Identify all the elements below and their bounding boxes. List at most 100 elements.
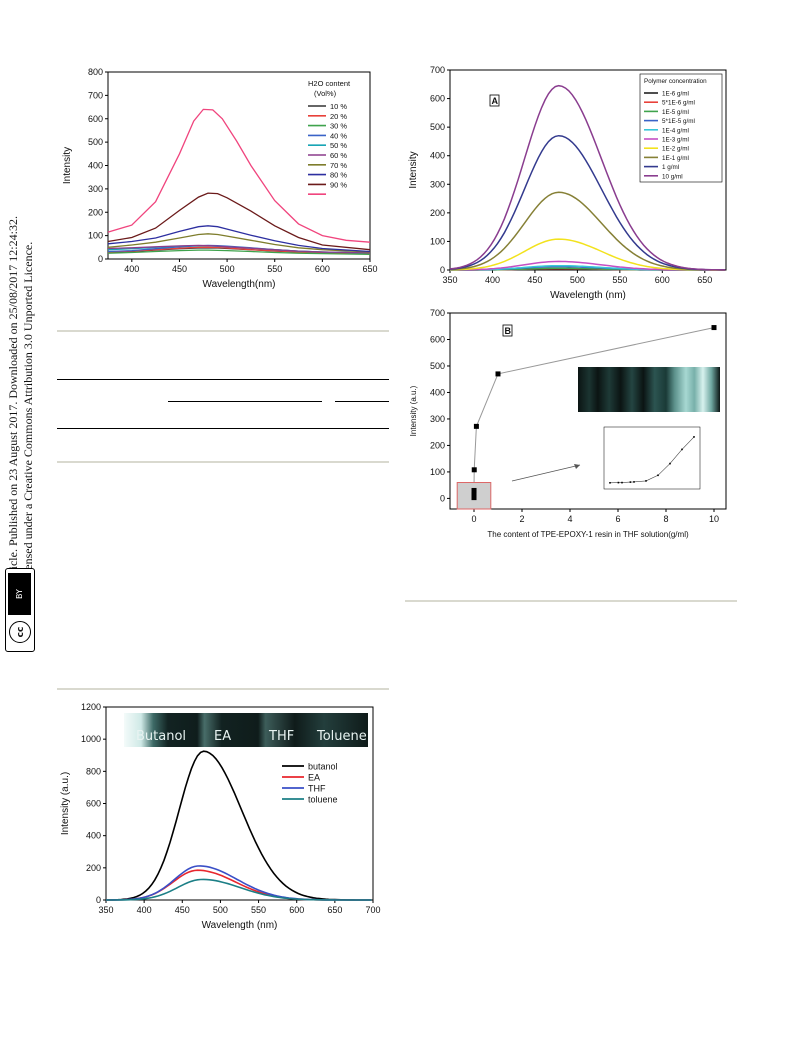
legend-title: H2O content xyxy=(308,79,351,88)
x-tick-label: 650 xyxy=(697,275,712,285)
y-tick-label: 300 xyxy=(430,179,445,189)
chart-polymer-concentration-svg: 350 400 450 500 550 600 650 0 100 200 300 400 500 600… xyxy=(408,65,727,301)
data-point-6 xyxy=(471,467,477,473)
vial-photo xyxy=(578,367,720,412)
legend-entry-6: 1E-2 g/ml xyxy=(662,146,689,153)
chart-content-intensity: 0 2 4 6 8 10 0 100 200 300 400 500 600 700 The content… xyxy=(408,305,738,550)
y-tick-label: 200 xyxy=(86,863,101,873)
y-tick-label: 1200 xyxy=(81,702,101,712)
y-tick-label: 500 xyxy=(88,137,103,147)
chart-water-fraction: 400 450 500 550 600 650 0 100 200 300 400 500 600 700… xyxy=(60,62,380,297)
divider-top xyxy=(57,330,389,332)
y-tick-label: 400 xyxy=(86,831,101,841)
y-tick-label: 800 xyxy=(86,766,101,776)
legend-title: Polymer concentration xyxy=(644,78,707,85)
y-tick-label: 300 xyxy=(88,184,103,194)
series-line-2 xyxy=(107,249,371,255)
inset-line xyxy=(609,436,695,484)
x-tick-label: 8 xyxy=(663,514,668,524)
inset-point-8 xyxy=(681,448,683,451)
x-tick-label: 500 xyxy=(213,905,228,915)
y-tick-label: 600 xyxy=(86,799,101,809)
legend-entry-6: 70 % xyxy=(330,161,347,170)
legend-entry-5: 1E-3 g/ml xyxy=(662,137,689,144)
photo-label-thf: THF xyxy=(269,729,295,744)
chart-water-fraction-svg: 400 450 500 550 600 650 0 100 200 300 400 500 600 700… xyxy=(62,67,378,290)
table-header-rule xyxy=(57,428,389,429)
cc-license-badge[interactable]: BY cc xyxy=(5,568,35,652)
inset-point-2 xyxy=(621,481,623,484)
x-tick-label: 700 xyxy=(365,905,380,915)
y-tick-label: 500 xyxy=(430,122,445,132)
y-tick-label: 400 xyxy=(88,161,103,171)
inset-point-1 xyxy=(617,481,620,484)
series-line-8 xyxy=(107,192,371,251)
x-tick-label: 550 xyxy=(612,275,627,285)
solvent-photo: Butanol EA THF Toluene xyxy=(124,713,368,747)
inset-point-3 xyxy=(629,481,632,483)
y-tick-label: 700 xyxy=(430,65,445,75)
x-tick-label: 600 xyxy=(655,275,670,285)
series-line-8 xyxy=(449,134,726,271)
chart-solvents: 350 400 450 500 550 600 650 700 0 200 400 600 800 100… xyxy=(60,700,385,940)
x-tick-label: 400 xyxy=(485,275,500,285)
legend-entry-3: 5*1E-5 g/ml xyxy=(662,118,695,125)
panel-label: A xyxy=(492,96,499,106)
x-tick-label: 6 xyxy=(615,514,620,524)
x-tick-label: 350 xyxy=(442,275,457,285)
legend-entry-0: 1E-6 g/ml xyxy=(662,91,689,98)
series-line-9 xyxy=(449,84,726,271)
legend-entry-4: 50 % xyxy=(330,141,347,150)
y-tick-label: 700 xyxy=(88,90,103,100)
inset-point-0 xyxy=(609,482,611,484)
legend-box xyxy=(639,73,723,183)
x-tick-label: 550 xyxy=(251,905,266,915)
chart-solvents-svg: 350 400 450 500 550 600 650 700 0 200 400 600 800 100… xyxy=(60,702,381,931)
divider-table-bottom xyxy=(57,461,389,463)
y-tick-label: 100 xyxy=(88,231,103,241)
panel-label-box xyxy=(502,324,513,337)
x-tick-label: 600 xyxy=(289,905,304,915)
inset-point-4 xyxy=(633,481,635,483)
inset-arrowhead xyxy=(574,464,580,469)
y-tick-label: 1000 xyxy=(81,734,101,744)
cc-icon: cc xyxy=(9,621,31,643)
x-tick-label: 10 xyxy=(709,514,719,524)
y-axis-label: Intensity (a.u.) xyxy=(409,385,418,436)
y-tick-label: 600 xyxy=(430,334,445,344)
inset-point-6 xyxy=(657,474,659,477)
panel-label-box xyxy=(489,94,500,107)
x-tick-label: 600 xyxy=(315,264,330,274)
x-tick-label: 650 xyxy=(362,264,377,274)
panel-label: B xyxy=(505,326,512,336)
y-tick-label: 0 xyxy=(96,895,101,905)
series-line-7 xyxy=(449,191,726,271)
x-tick-label: 450 xyxy=(175,905,190,915)
x-tick-label: 650 xyxy=(327,905,342,915)
inset-point-5 xyxy=(645,480,647,482)
x-tick-label: 500 xyxy=(570,275,585,285)
legend-entry-4: 1E-4 g/ml xyxy=(662,127,689,134)
x-tick-label: 350 xyxy=(98,905,113,915)
by-label: BY xyxy=(8,573,31,615)
series-line-6 xyxy=(107,233,371,253)
legend-entry-5: 60 % xyxy=(330,151,347,160)
series-line-1 xyxy=(106,869,372,901)
y-tick-label: 700 xyxy=(430,308,445,318)
y-tick-label: 100 xyxy=(430,236,445,246)
x-tick-label: 500 xyxy=(220,264,235,274)
x-axis-label: Wavelength (nm) xyxy=(550,290,626,301)
x-axis-label: Wavelength(nm) xyxy=(203,279,276,290)
legend-entry-7: 80 % xyxy=(330,171,347,180)
photo-label-toluene: Toluene xyxy=(317,729,367,744)
divider-lower-left xyxy=(57,688,389,690)
table-top-rule xyxy=(57,379,389,380)
y-tick-label: 400 xyxy=(430,387,445,397)
data-point-8 xyxy=(495,371,501,377)
y-tick-label: 200 xyxy=(88,207,103,217)
data-point-7 xyxy=(473,423,479,429)
y-tick-label: 0 xyxy=(440,493,445,503)
plot-frame xyxy=(449,312,727,510)
inset-arrow xyxy=(511,464,581,482)
